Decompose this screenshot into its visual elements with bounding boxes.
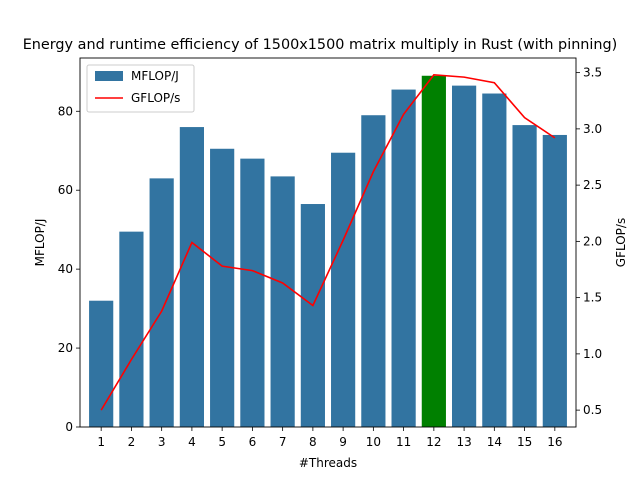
y-right-tick-label: 0.5 — [583, 403, 602, 417]
bar-6 — [240, 158, 265, 428]
x-tick-label: 10 — [366, 435, 381, 449]
bar-3 — [149, 178, 174, 427]
bar-13 — [452, 85, 477, 427]
bar-11 — [391, 89, 416, 427]
x-tick-label: 8 — [309, 435, 317, 449]
y-right-tick-label: 1.5 — [583, 291, 602, 305]
y-right-tick-label: 2.5 — [583, 178, 602, 192]
legend-label-bars: MFLOP/J — [131, 69, 179, 83]
x-tick-label: 11 — [396, 435, 411, 449]
line-group — [100, 74, 556, 411]
bar-10 — [361, 115, 386, 427]
y-right-tick-label: 1.0 — [583, 347, 602, 361]
y-left-tick-label: 0 — [65, 420, 73, 434]
x-tick-label: 12 — [426, 435, 441, 449]
bars-group — [89, 75, 567, 428]
legend: MFLOP/J GFLOP/s — [86, 64, 195, 113]
plot-frame — [79, 57, 577, 428]
bar-12 — [421, 75, 446, 427]
series-line-gflops — [100, 74, 556, 411]
x-tick-label: 2 — [128, 435, 136, 449]
bar-8 — [300, 204, 325, 427]
bar-1 — [89, 300, 114, 427]
x-tick-label: 7 — [279, 435, 287, 449]
y-axis-right-label: GFLOP/s — [614, 218, 628, 267]
y-right-tick-label: 3.0 — [583, 122, 602, 136]
x-axis: 1 2 3 4 5 6 7 8 9 10 11 12 13 14 15 16 — [97, 427, 562, 449]
x-tick-label: 15 — [517, 435, 532, 449]
y-right-tick-label: 3.5 — [583, 66, 602, 80]
x-tick-label: 9 — [339, 435, 347, 449]
y-axis-left-label: MFLOP/J — [33, 219, 47, 267]
bar-14 — [482, 93, 507, 428]
bar-9 — [331, 152, 356, 427]
legend-label-line: GFLOP/s — [131, 91, 180, 105]
bar-7 — [270, 176, 295, 427]
x-tick-label: 16 — [547, 435, 562, 449]
y-right-tick-label: 2.0 — [583, 234, 602, 248]
x-tick-label: 1 — [97, 435, 105, 449]
x-axis-label: #Threads — [299, 456, 357, 470]
y-axis-left: 0 20 40 60 80 — [58, 104, 80, 434]
x-tick-label: 13 — [456, 435, 471, 449]
x-tick-label: 4 — [188, 435, 196, 449]
y-left-tick-label: 40 — [58, 262, 73, 276]
y-left-tick-label: 60 — [58, 183, 73, 197]
chart-title: Energy and runtime efficiency of 1500x15… — [23, 37, 618, 53]
y-axis-right: 0.5 1.0 1.5 2.0 2.5 3.0 3.5 — [576, 66, 602, 417]
x-tick-label: 3 — [158, 435, 166, 449]
bar-2 — [119, 231, 144, 427]
bar-5 — [210, 148, 235, 427]
bar-16 — [542, 134, 567, 427]
bar-15 — [512, 125, 537, 427]
bar-4 — [179, 127, 204, 427]
x-tick-label: 14 — [487, 435, 502, 449]
x-tick-label: 6 — [249, 435, 257, 449]
legend-bar-swatch — [95, 71, 123, 81]
y-left-tick-label: 80 — [58, 104, 73, 118]
y-left-tick-label: 20 — [58, 341, 73, 355]
x-tick-label: 5 — [218, 435, 226, 449]
